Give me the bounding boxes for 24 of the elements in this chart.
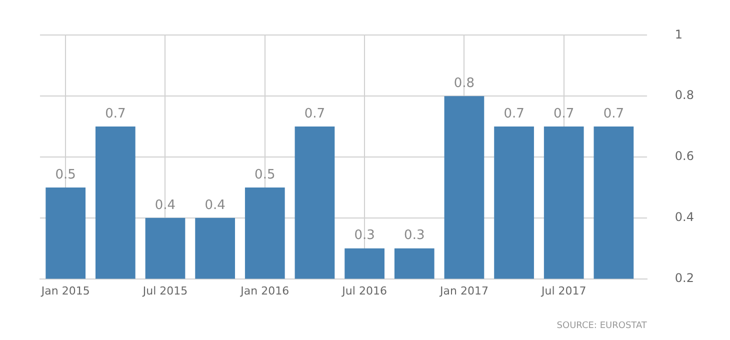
y-tick-label: 0.2 [674,270,694,285]
data-label: 0.8 [454,76,475,91]
x-tick-label: Jan 2017 [438,284,488,298]
x-tick-label: Jan 2015 [40,284,90,298]
x-tick-label: Jan 2016 [240,284,290,298]
data-label: 0.7 [554,106,574,122]
data-label: 0.4 [154,198,176,213]
y-tick-label: 1 [674,27,683,42]
data-label: 0.7 [304,106,326,122]
y-tick-label: 0.4 [674,210,694,224]
data-label: 0.5 [55,167,76,182]
data-label: 0.7 [105,106,126,122]
data-label: 0.5 [254,167,276,182]
x-tick-label: Jul 2016 [341,284,387,298]
data-label: 0.3 [404,228,425,244]
data-label: 0.3 [354,228,375,244]
source-note: SOURCE: EUROSTAT [556,321,648,331]
data-label: 0.7 [504,106,524,122]
x-tick-label: Jul 2015 [142,284,188,298]
y-tick-label: 0.8 [674,88,694,102]
data-label: 0.4 [204,198,226,213]
data-label: 0.7 [603,106,624,122]
x-tick-label: Jul 2017 [540,284,586,298]
y-tick-label: 0.6 [674,149,694,164]
